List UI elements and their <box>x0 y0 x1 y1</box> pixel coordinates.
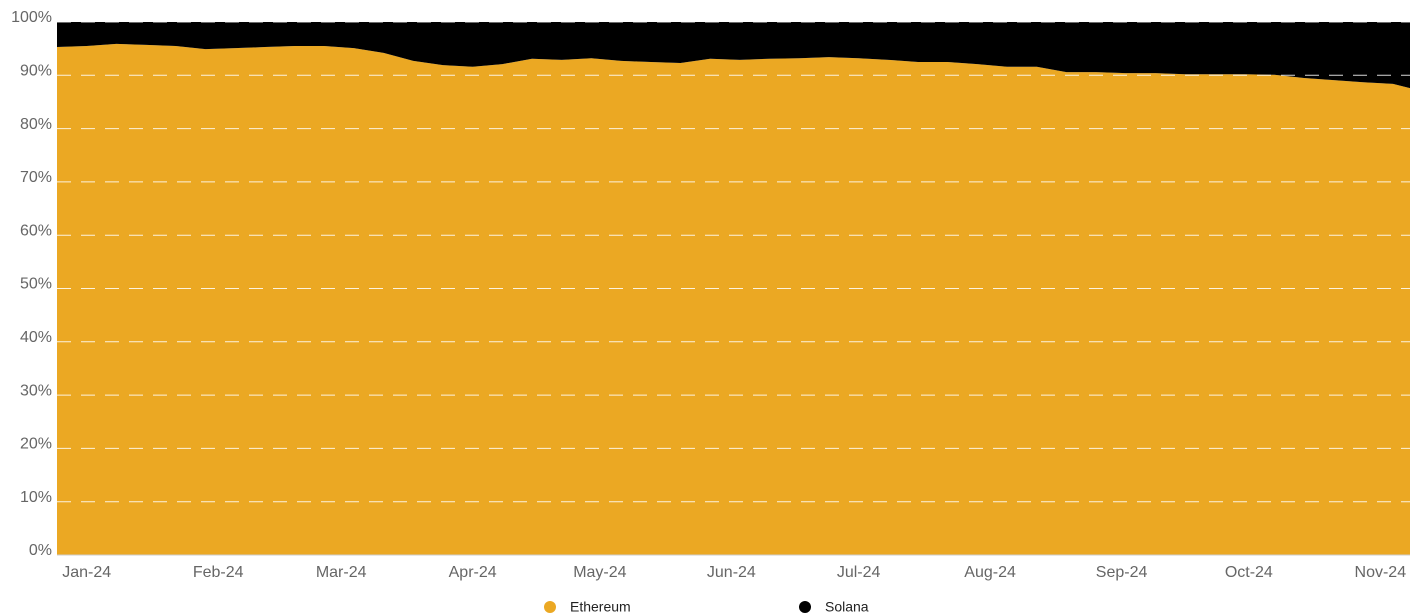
y-tick-label: 100% <box>11 9 52 26</box>
x-tick-label: Aug-24 <box>964 564 1016 581</box>
area <box>57 43 1410 556</box>
y-tick-label: 20% <box>20 436 52 453</box>
y-tick-label: 80% <box>20 116 52 133</box>
legend-marker <box>799 601 811 613</box>
y-tick-label: 90% <box>20 63 52 80</box>
area <box>57 22 1410 89</box>
x-tick-label: Mar-24 <box>316 564 367 581</box>
x-tick-label: Feb-24 <box>193 564 244 581</box>
x-tick-label: Sep-24 <box>1096 564 1148 581</box>
y-tick-label: 70% <box>20 169 52 186</box>
y-tick-label: 60% <box>20 222 52 239</box>
x-tick-label: Jan-24 <box>62 564 111 581</box>
legend: Ethereum Solana <box>544 599 869 615</box>
x-tick-label: May-24 <box>573 564 626 581</box>
y-tick-label: 10% <box>20 489 52 506</box>
y-tick-label: 40% <box>20 329 52 346</box>
x-tick-label: Oct-24 <box>1225 564 1273 581</box>
x-tick-label: Jul-24 <box>837 564 881 581</box>
y-tick-label: 30% <box>20 382 52 399</box>
legend-label: Solana <box>825 599 869 615</box>
y-tick-label: 0% <box>29 542 52 559</box>
x-tick-label: Apr-24 <box>449 564 497 581</box>
y-tick-label: 50% <box>20 276 52 293</box>
x-tick-label: Nov-24 <box>1355 564 1407 581</box>
x-tick-label: Jun-24 <box>707 564 756 581</box>
legend-marker <box>544 601 556 613</box>
legend-label: Ethereum <box>570 599 631 615</box>
